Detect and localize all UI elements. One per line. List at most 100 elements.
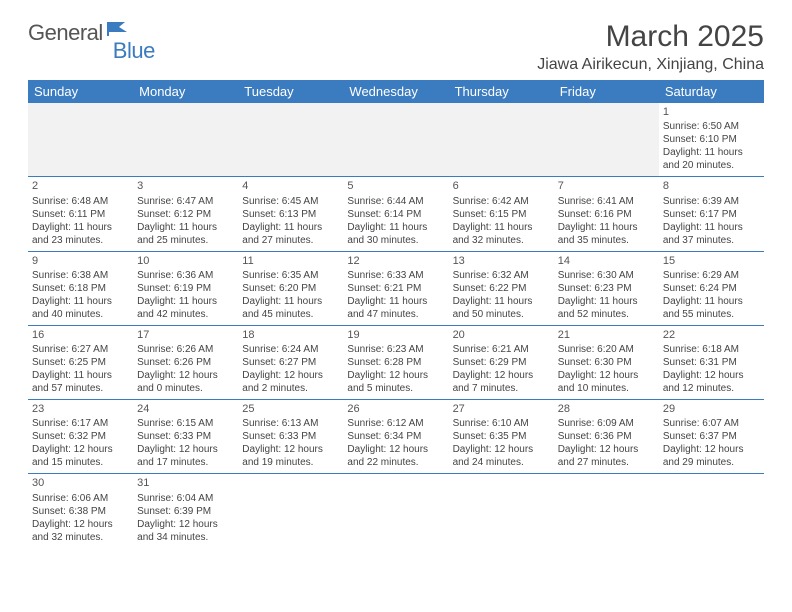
day-number: 18 — [242, 328, 339, 342]
sunrise-text: Sunrise: 6:30 AM — [558, 269, 655, 282]
sunrise-text: Sunrise: 6:20 AM — [558, 343, 655, 356]
daylight-text: Daylight: 11 hours and 50 minutes. — [453, 295, 550, 321]
day-number: 20 — [453, 328, 550, 342]
calendar-day-cell — [449, 474, 554, 548]
sunset-text: Sunset: 6:36 PM — [558, 430, 655, 443]
calendar-week-row: 16Sunrise: 6:27 AMSunset: 6:25 PMDayligh… — [28, 325, 764, 399]
calendar-day-cell: 8Sunrise: 6:39 AMSunset: 6:17 PMDaylight… — [659, 177, 764, 251]
day-number: 16 — [32, 328, 129, 342]
sunset-text: Sunset: 6:17 PM — [663, 208, 760, 221]
sunset-text: Sunset: 6:27 PM — [242, 356, 339, 369]
daylight-text: Daylight: 12 hours and 17 minutes. — [137, 443, 234, 469]
daylight-text: Daylight: 11 hours and 30 minutes. — [347, 221, 444, 247]
daylight-text: Daylight: 12 hours and 29 minutes. — [663, 443, 760, 469]
sunset-text: Sunset: 6:14 PM — [347, 208, 444, 221]
sunrise-text: Sunrise: 6:10 AM — [453, 417, 550, 430]
day-number: 23 — [32, 402, 129, 416]
sunset-text: Sunset: 6:13 PM — [242, 208, 339, 221]
daylight-text: Daylight: 11 hours and 27 minutes. — [242, 221, 339, 247]
calendar-day-cell: 17Sunrise: 6:26 AMSunset: 6:26 PMDayligh… — [133, 325, 238, 399]
daylight-text: Daylight: 12 hours and 22 minutes. — [347, 443, 444, 469]
sunrise-text: Sunrise: 6:24 AM — [242, 343, 339, 356]
sunset-text: Sunset: 6:33 PM — [137, 430, 234, 443]
sunset-text: Sunset: 6:31 PM — [663, 356, 760, 369]
daylight-text: Daylight: 12 hours and 12 minutes. — [663, 369, 760, 395]
daylight-text: Daylight: 11 hours and 52 minutes. — [558, 295, 655, 321]
daylight-text: Daylight: 11 hours and 23 minutes. — [32, 221, 129, 247]
calendar-day-cell — [133, 103, 238, 177]
sunrise-text: Sunrise: 6:18 AM — [663, 343, 760, 356]
daylight-text: Daylight: 12 hours and 5 minutes. — [347, 369, 444, 395]
weekday-header: Wednesday — [343, 80, 448, 103]
sunrise-text: Sunrise: 6:13 AM — [242, 417, 339, 430]
daylight-text: Daylight: 12 hours and 15 minutes. — [32, 443, 129, 469]
sunset-text: Sunset: 6:32 PM — [32, 430, 129, 443]
calendar-day-cell: 22Sunrise: 6:18 AMSunset: 6:31 PMDayligh… — [659, 325, 764, 399]
logo-text-blue: Blue — [113, 38, 155, 64]
calendar-day-cell: 20Sunrise: 6:21 AMSunset: 6:29 PMDayligh… — [449, 325, 554, 399]
sunrise-text: Sunrise: 6:42 AM — [453, 195, 550, 208]
sunrise-text: Sunrise: 6:35 AM — [242, 269, 339, 282]
weekday-header: Thursday — [449, 80, 554, 103]
sunset-text: Sunset: 6:29 PM — [453, 356, 550, 369]
calendar-day-cell: 12Sunrise: 6:33 AMSunset: 6:21 PMDayligh… — [343, 251, 448, 325]
calendar-day-cell — [238, 474, 343, 548]
logo: General Blue — [28, 20, 179, 46]
day-number: 27 — [453, 402, 550, 416]
sunrise-text: Sunrise: 6:39 AM — [663, 195, 760, 208]
calendar-day-cell — [554, 103, 659, 177]
sunrise-text: Sunrise: 6:44 AM — [347, 195, 444, 208]
calendar-week-row: 23Sunrise: 6:17 AMSunset: 6:32 PMDayligh… — [28, 400, 764, 474]
calendar-day-cell: 21Sunrise: 6:20 AMSunset: 6:30 PMDayligh… — [554, 325, 659, 399]
day-number: 11 — [242, 254, 339, 268]
sunrise-text: Sunrise: 6:29 AM — [663, 269, 760, 282]
sunrise-text: Sunrise: 6:36 AM — [137, 269, 234, 282]
daylight-text: Daylight: 12 hours and 27 minutes. — [558, 443, 655, 469]
day-number: 13 — [453, 254, 550, 268]
calendar-day-cell: 18Sunrise: 6:24 AMSunset: 6:27 PMDayligh… — [238, 325, 343, 399]
sunset-text: Sunset: 6:15 PM — [453, 208, 550, 221]
calendar-day-cell: 11Sunrise: 6:35 AMSunset: 6:20 PMDayligh… — [238, 251, 343, 325]
calendar-day-cell: 27Sunrise: 6:10 AMSunset: 6:35 PMDayligh… — [449, 400, 554, 474]
calendar-body: 1Sunrise: 6:50 AMSunset: 6:10 PMDaylight… — [28, 103, 764, 548]
day-number: 31 — [137, 476, 234, 490]
sunset-text: Sunset: 6:18 PM — [32, 282, 129, 295]
sunset-text: Sunset: 6:37 PM — [663, 430, 760, 443]
sunrise-text: Sunrise: 6:47 AM — [137, 195, 234, 208]
sunrise-text: Sunrise: 6:41 AM — [558, 195, 655, 208]
sunrise-text: Sunrise: 6:50 AM — [663, 120, 760, 133]
month-title: March 2025 — [537, 20, 764, 54]
day-number: 22 — [663, 328, 760, 342]
sunset-text: Sunset: 6:25 PM — [32, 356, 129, 369]
calendar-day-cell: 16Sunrise: 6:27 AMSunset: 6:25 PMDayligh… — [28, 325, 133, 399]
sunset-text: Sunset: 6:16 PM — [558, 208, 655, 221]
day-number: 9 — [32, 254, 129, 268]
sunrise-text: Sunrise: 6:26 AM — [137, 343, 234, 356]
calendar-week-row: 9Sunrise: 6:38 AMSunset: 6:18 PMDaylight… — [28, 251, 764, 325]
calendar-day-cell: 23Sunrise: 6:17 AMSunset: 6:32 PMDayligh… — [28, 400, 133, 474]
sunset-text: Sunset: 6:20 PM — [242, 282, 339, 295]
calendar-day-cell: 10Sunrise: 6:36 AMSunset: 6:19 PMDayligh… — [133, 251, 238, 325]
header: General Blue March 2025 Jiawa Airikecun,… — [28, 20, 764, 74]
day-number: 1 — [663, 105, 760, 119]
calendar-day-cell — [343, 474, 448, 548]
calendar-day-cell: 7Sunrise: 6:41 AMSunset: 6:16 PMDaylight… — [554, 177, 659, 251]
sunset-text: Sunset: 6:19 PM — [137, 282, 234, 295]
day-number: 17 — [137, 328, 234, 342]
day-number: 12 — [347, 254, 444, 268]
day-number: 14 — [558, 254, 655, 268]
day-number: 26 — [347, 402, 444, 416]
day-number: 10 — [137, 254, 234, 268]
calendar-day-cell: 28Sunrise: 6:09 AMSunset: 6:36 PMDayligh… — [554, 400, 659, 474]
day-number: 2 — [32, 179, 129, 193]
calendar-day-cell: 5Sunrise: 6:44 AMSunset: 6:14 PMDaylight… — [343, 177, 448, 251]
sunset-text: Sunset: 6:30 PM — [558, 356, 655, 369]
weekday-header: Tuesday — [238, 80, 343, 103]
daylight-text: Daylight: 11 hours and 25 minutes. — [137, 221, 234, 247]
sunset-text: Sunset: 6:39 PM — [137, 505, 234, 518]
weekday-header: Friday — [554, 80, 659, 103]
title-block: March 2025 Jiawa Airikecun, Xinjiang, Ch… — [537, 20, 764, 74]
sunrise-text: Sunrise: 6:12 AM — [347, 417, 444, 430]
calendar-day-cell: 13Sunrise: 6:32 AMSunset: 6:22 PMDayligh… — [449, 251, 554, 325]
sunset-text: Sunset: 6:21 PM — [347, 282, 444, 295]
